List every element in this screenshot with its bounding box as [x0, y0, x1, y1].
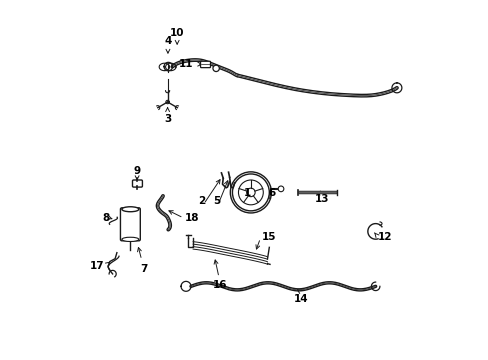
- FancyBboxPatch shape: [120, 208, 140, 241]
- Text: 12: 12: [377, 232, 391, 242]
- Circle shape: [278, 186, 283, 192]
- Text: 5: 5: [213, 195, 221, 206]
- Text: 6: 6: [268, 188, 275, 198]
- Text: 17: 17: [90, 261, 104, 271]
- Text: 10: 10: [169, 27, 184, 37]
- Circle shape: [238, 180, 263, 205]
- Text: 16: 16: [213, 280, 227, 290]
- Text: 9: 9: [133, 166, 141, 176]
- Text: 15: 15: [261, 232, 275, 242]
- Ellipse shape: [122, 237, 139, 242]
- Text: 14: 14: [293, 294, 308, 304]
- Text: 8: 8: [102, 213, 110, 223]
- Circle shape: [212, 65, 219, 72]
- Ellipse shape: [122, 207, 139, 212]
- Text: 13: 13: [314, 194, 328, 204]
- Circle shape: [246, 188, 255, 197]
- Text: 3: 3: [163, 114, 171, 124]
- Circle shape: [230, 172, 271, 213]
- Text: 7: 7: [140, 264, 147, 274]
- Circle shape: [232, 174, 269, 211]
- Text: 2: 2: [198, 195, 205, 206]
- FancyBboxPatch shape: [132, 180, 142, 187]
- Text: 4: 4: [164, 36, 172, 46]
- Text: 11: 11: [179, 59, 193, 69]
- FancyBboxPatch shape: [200, 61, 210, 68]
- Text: 18: 18: [185, 213, 200, 223]
- Text: 1: 1: [243, 188, 250, 198]
